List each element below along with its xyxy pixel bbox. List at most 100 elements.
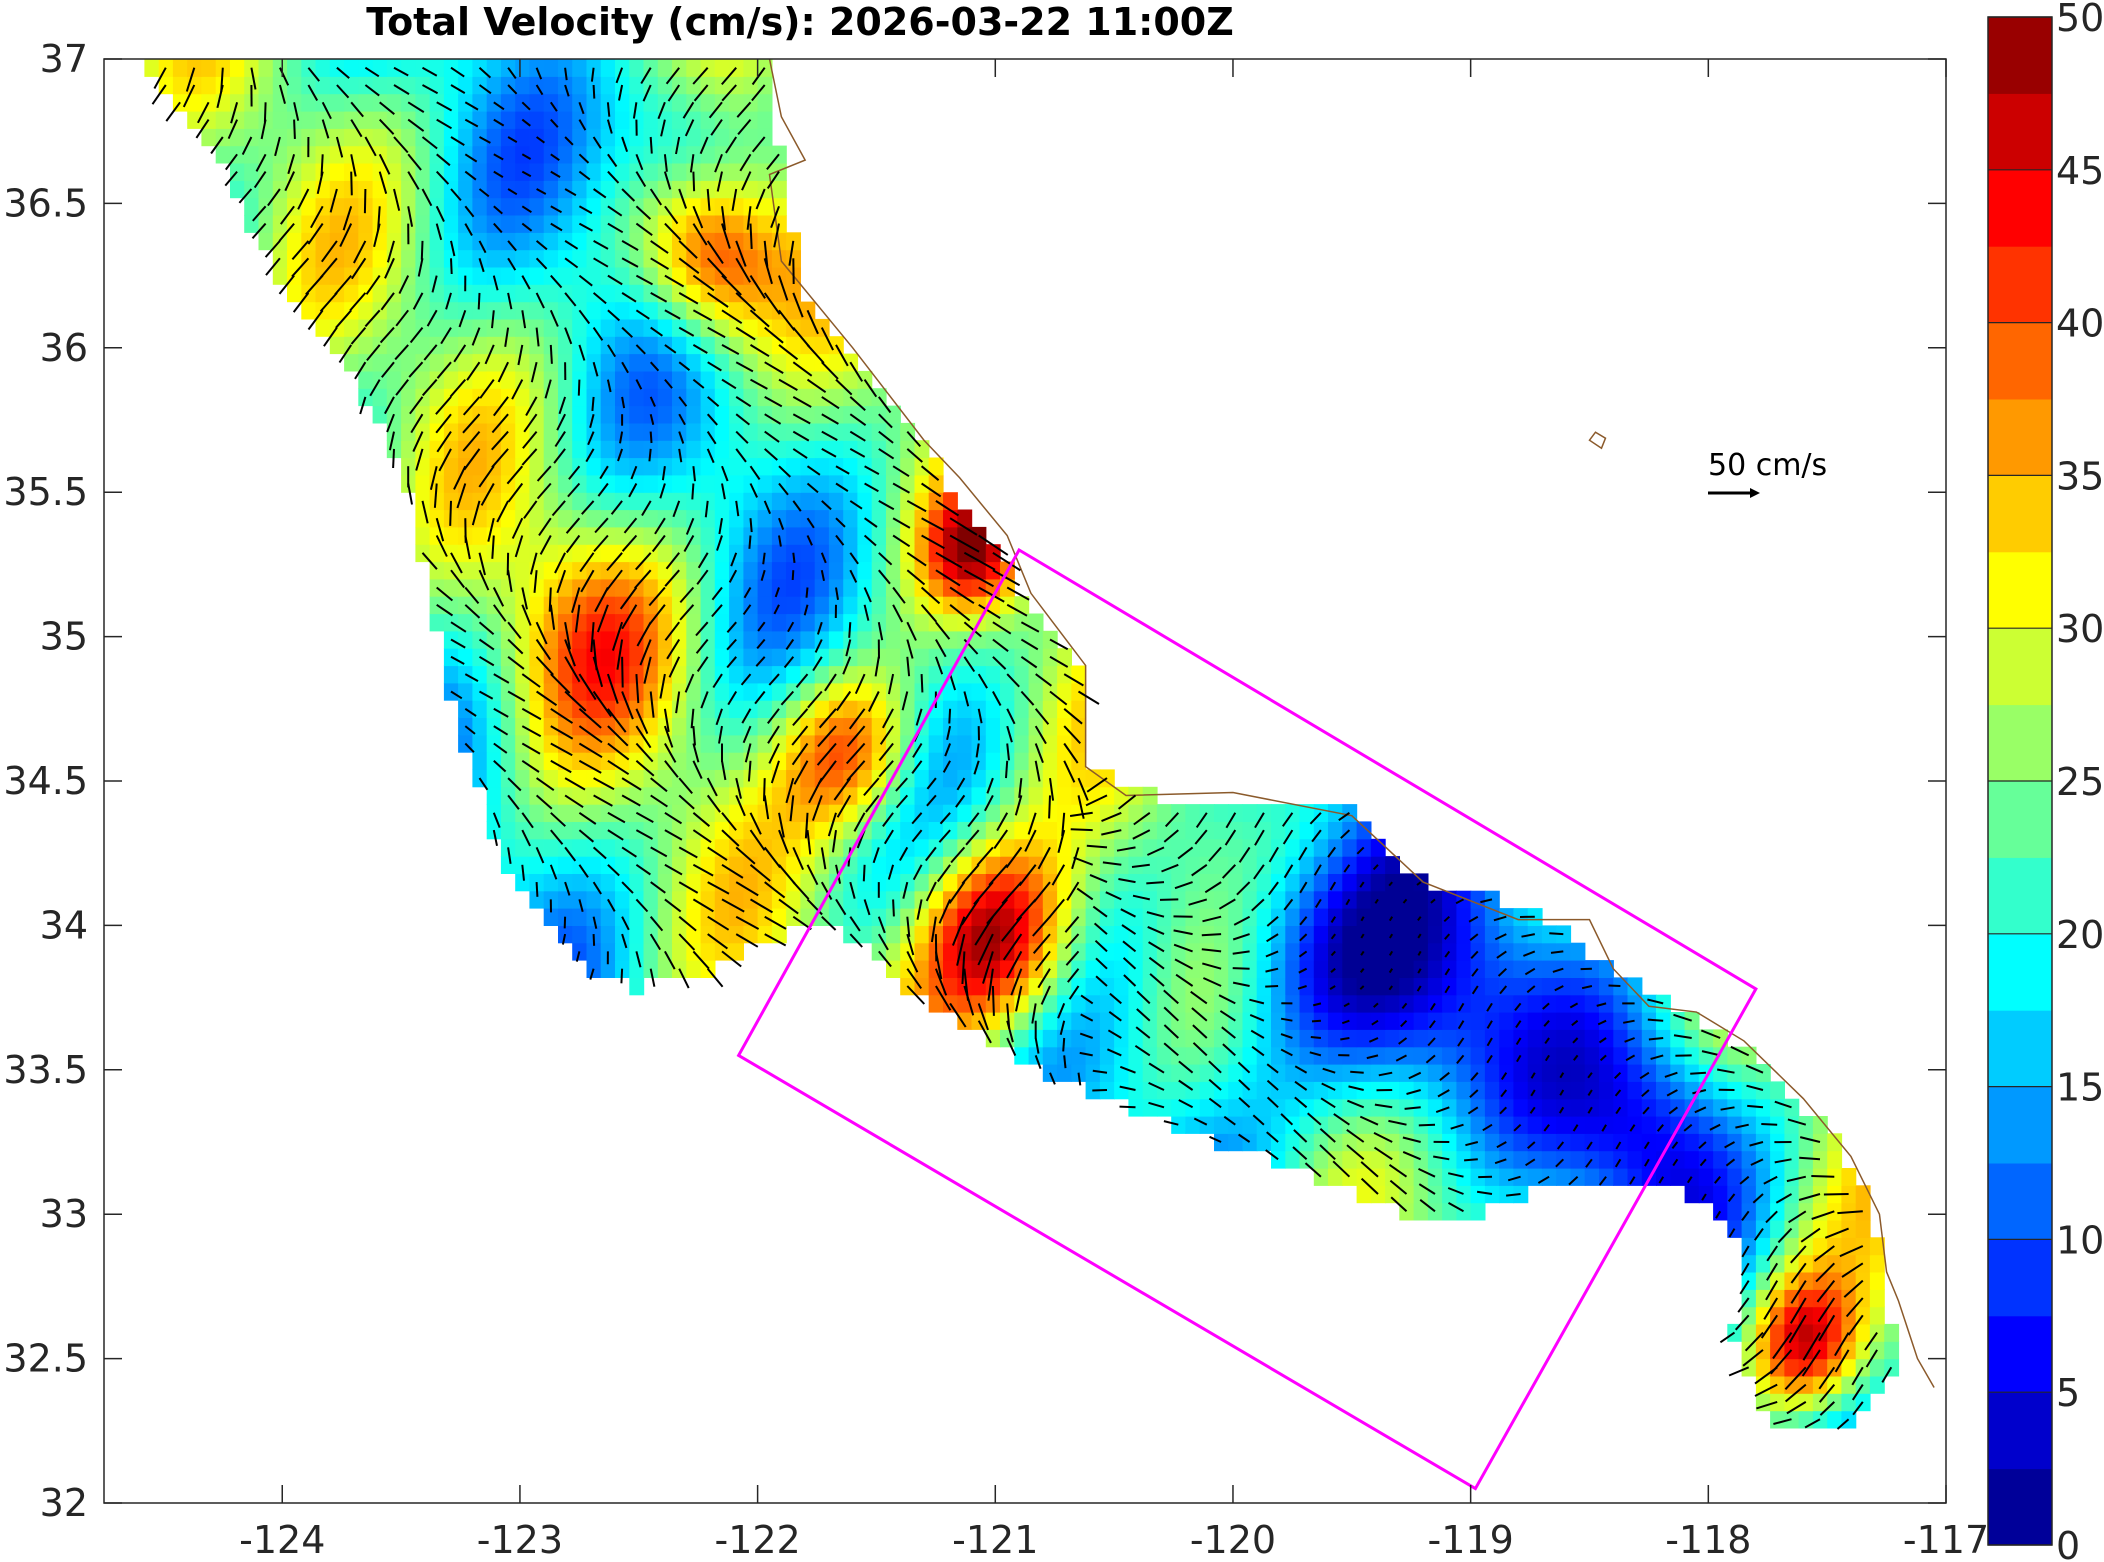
velocity-cell bbox=[1385, 1168, 1400, 1186]
velocity-arrow bbox=[1006, 708, 1016, 725]
velocity-arrow bbox=[749, 864, 771, 882]
velocity-cell bbox=[315, 59, 331, 77]
velocity-arrow bbox=[1350, 1070, 1364, 1074]
velocity-arrow bbox=[1571, 1019, 1579, 1027]
velocity-arrow bbox=[821, 396, 840, 410]
velocity-cell bbox=[1000, 682, 1015, 701]
velocity-arrow bbox=[1720, 1106, 1735, 1111]
velocity-cell bbox=[1470, 890, 1486, 909]
velocity-arrow bbox=[1178, 1099, 1194, 1109]
velocity-arrow bbox=[1232, 967, 1250, 970]
velocity-arrow bbox=[679, 604, 695, 621]
velocity-arrow bbox=[366, 344, 381, 362]
coastline-path bbox=[768, 59, 1935, 1388]
velocity-cell bbox=[515, 388, 531, 407]
velocity-arrow bbox=[1389, 1179, 1408, 1195]
velocity-cell bbox=[743, 388, 759, 407]
velocity-cell bbox=[629, 544, 645, 563]
velocity-cell bbox=[1242, 908, 1258, 926]
velocity-arrow bbox=[807, 690, 823, 709]
velocity-arrow bbox=[1219, 1010, 1236, 1022]
velocity-cell bbox=[1099, 856, 1115, 874]
velocity-arrow bbox=[1268, 846, 1279, 863]
velocity-arrow bbox=[764, 915, 787, 930]
velocity-arrow bbox=[1049, 690, 1068, 706]
velocity-arrow bbox=[478, 465, 495, 488]
velocity-arrow bbox=[1178, 1079, 1194, 1091]
velocity-arrow bbox=[506, 465, 524, 485]
velocity-arrow bbox=[1148, 1101, 1165, 1109]
velocity-cell bbox=[529, 457, 545, 476]
velocity-cell bbox=[500, 717, 516, 736]
velocity-arrow bbox=[478, 240, 487, 254]
velocity-arrow bbox=[478, 569, 490, 591]
velocity-arrow bbox=[892, 482, 910, 494]
velocity-arrow bbox=[1372, 864, 1379, 871]
velocity-cell bbox=[814, 700, 830, 718]
velocity-cell bbox=[1328, 821, 1343, 840]
velocity-arrow bbox=[507, 292, 513, 310]
velocity-cell bbox=[1042, 890, 1058, 909]
velocity-cell bbox=[1228, 1098, 1244, 1117]
velocity-cell bbox=[729, 111, 744, 129]
velocity-cell bbox=[657, 960, 673, 978]
velocity-arrow bbox=[493, 396, 509, 417]
velocity-cell bbox=[472, 665, 488, 684]
velocity-cell bbox=[1741, 1133, 1757, 1152]
velocity-arrow bbox=[1668, 1106, 1679, 1115]
velocity-arrow bbox=[422, 84, 439, 95]
velocity-arrow bbox=[706, 240, 724, 264]
velocity-cell bbox=[700, 942, 716, 961]
velocity-arrow bbox=[466, 361, 481, 381]
velocity-cell bbox=[1370, 977, 1386, 996]
velocity-cell bbox=[1399, 1133, 1415, 1152]
velocity-arrow bbox=[1804, 1418, 1821, 1429]
velocity-arrow bbox=[1739, 1280, 1750, 1295]
velocity-arrow bbox=[379, 101, 395, 115]
velocity-cell bbox=[657, 873, 673, 892]
velocity-arrow bbox=[635, 725, 652, 749]
velocity-arrow bbox=[450, 552, 463, 574]
velocity-arrow bbox=[1122, 940, 1137, 953]
velocity-arrow bbox=[1068, 985, 1080, 1000]
velocity-arrow bbox=[935, 569, 961, 587]
velocity-arrow bbox=[580, 569, 595, 593]
velocity-cell bbox=[729, 457, 744, 476]
velocity-arrow bbox=[887, 673, 895, 695]
velocity-arrow bbox=[623, 517, 638, 534]
velocity-arrow bbox=[1147, 925, 1165, 936]
velocity-arrow bbox=[1515, 1020, 1522, 1029]
velocity-arrow bbox=[678, 794, 695, 810]
velocity-arrow bbox=[599, 465, 609, 480]
velocity-cell bbox=[943, 561, 958, 580]
velocity-cell bbox=[1741, 1220, 1757, 1238]
velocity-cell bbox=[828, 492, 844, 511]
velocity-arrow bbox=[1573, 1054, 1579, 1061]
velocity-cell bbox=[572, 544, 588, 563]
velocity-arrow bbox=[1136, 990, 1151, 1005]
velocity-cell bbox=[1042, 752, 1058, 770]
velocity-cell bbox=[1285, 1150, 1301, 1169]
velocity-cell bbox=[1114, 873, 1129, 892]
velocity-arrow bbox=[521, 673, 541, 688]
velocity-arrow bbox=[423, 344, 438, 361]
velocity-cell bbox=[1770, 1116, 1785, 1134]
velocity-cell bbox=[900, 457, 916, 476]
velocity-arrow bbox=[992, 621, 1012, 635]
scale-arrow-group: 50 cm/s bbox=[1708, 448, 1827, 498]
velocity-cell bbox=[686, 284, 702, 303]
velocity-cell bbox=[1684, 1185, 1700, 1204]
velocity-arrow bbox=[1417, 916, 1422, 922]
velocity-arrow bbox=[992, 551, 1021, 572]
velocity-cell bbox=[543, 405, 559, 424]
velocity-arrow bbox=[778, 898, 799, 915]
velocity-arrow bbox=[649, 933, 662, 951]
velocity-arrow bbox=[521, 742, 541, 755]
velocity-arrow bbox=[592, 639, 598, 671]
velocity-arrow bbox=[436, 153, 451, 167]
velocity-cell bbox=[329, 336, 345, 355]
velocity-arrow bbox=[768, 673, 780, 686]
velocity-arrow bbox=[1417, 950, 1422, 956]
velocity-arrow bbox=[393, 188, 401, 211]
